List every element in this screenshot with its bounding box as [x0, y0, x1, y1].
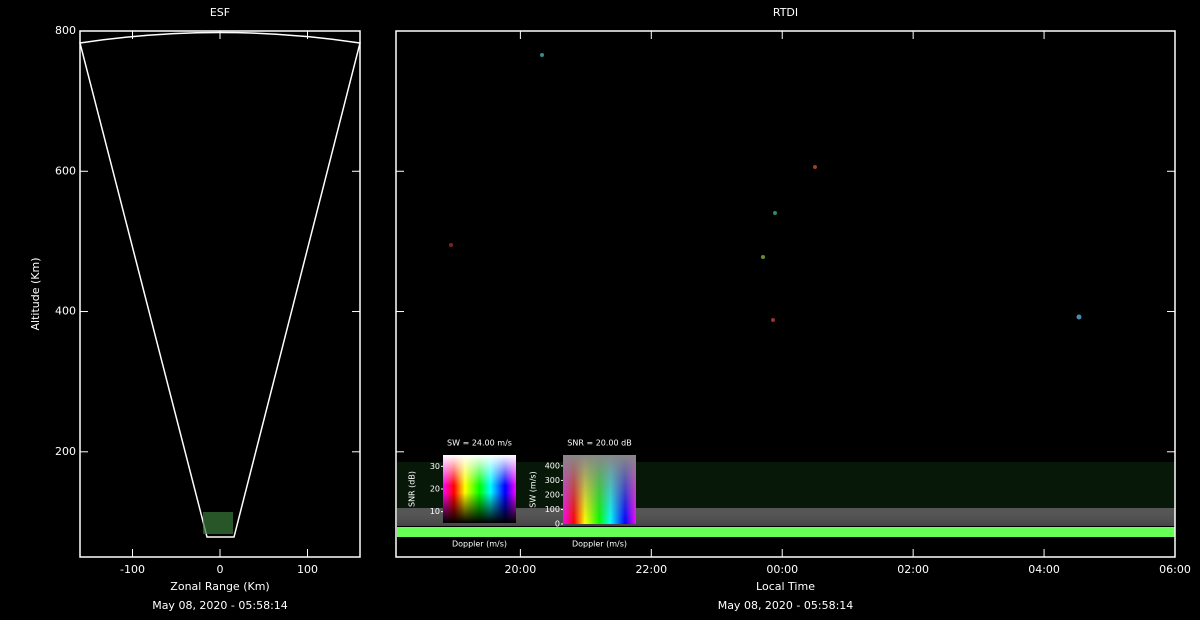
timestamp: May 08, 2020 - 05:58:14	[152, 599, 288, 612]
legend-title: SNR = 20.00 dB	[567, 439, 631, 448]
x-tick-label: 06:00	[1159, 563, 1191, 576]
y-tick-label: 200	[55, 445, 76, 458]
legend-tick-label: 400	[545, 461, 560, 470]
x-tick-label: 00:00	[766, 563, 798, 576]
legend-y-label: SNR (dB)	[408, 471, 417, 507]
y-tick-label: 400	[55, 305, 76, 318]
plot-title: RTDI	[773, 6, 798, 19]
legend-tick-label: 100	[545, 505, 560, 514]
legend-title: SW = 24.00 m/s	[447, 439, 512, 448]
plot-frame	[395, 30, 1176, 558]
x-tick-label: -100	[120, 563, 145, 576]
x-axis-label: Local Time	[756, 580, 815, 593]
plot-title: ESF	[210, 6, 230, 19]
y-tick-label: 800	[55, 24, 76, 37]
legend-x-label: Doppler (m/s)	[572, 540, 627, 549]
legend-x-label: Doppler (m/s)	[452, 540, 507, 549]
y-axis-label: Altitude (Km)	[29, 258, 42, 331]
legend-tick-label: 10	[430, 507, 440, 516]
fan-outline	[79, 31, 361, 538]
x-tick-label: 02:00	[897, 563, 929, 576]
timestamp: May 08, 2020 - 05:58:14	[718, 599, 854, 612]
y-tick-label: 600	[55, 164, 76, 177]
legend-tick-label: 200	[545, 490, 560, 499]
esf-echoes	[203, 512, 233, 534]
legend-tick-label: 300	[545, 476, 560, 485]
legend-tick-label: 0	[555, 520, 560, 529]
x-tick-label: 20:00	[505, 563, 537, 576]
x-tick-label: 22:00	[635, 563, 667, 576]
plot-frame	[79, 30, 361, 558]
x-tick-label: 0	[217, 563, 224, 576]
x-tick-label: 100	[297, 563, 318, 576]
legend-insets	[443, 455, 636, 524]
x-tick-label: 04:00	[1028, 563, 1060, 576]
legend-y-label: SW (m/s)	[529, 471, 538, 507]
x-axis-label: Zonal Range (Km)	[170, 580, 269, 593]
legend-tick-label: 20	[430, 485, 440, 494]
legend-tick-label: 30	[430, 462, 440, 471]
